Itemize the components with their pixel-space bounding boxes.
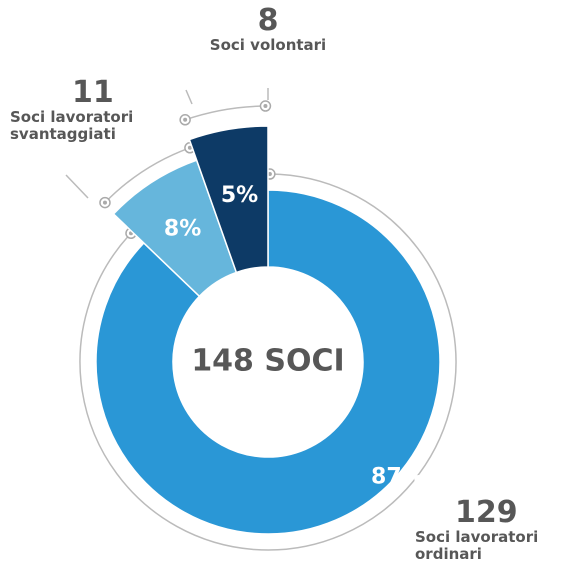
donut-slice [188,125,269,274]
outline-arc [104,147,191,204]
category-label: Soci lavoratori ordinari [415,528,539,563]
percent-label: 8% [164,217,201,242]
arc-marker-dot [187,145,192,150]
percent-label: 87% [371,465,424,490]
arc-marker-dot [183,117,188,122]
label-group: 11 Soci lavoratori svantaggiati [10,76,150,142]
value-label: 11 [72,75,114,110]
category-label: Soci lavoratori svantaggiati [10,108,134,143]
arc-marker-dot [263,104,268,109]
donut-slice [95,189,441,535]
outline-arc [79,173,457,551]
percent-label: 5% [221,183,258,208]
leader-line [65,174,89,199]
arc-marker-dot [267,172,272,177]
category-label: Soci volontari [209,36,327,54]
value-label: 129 [455,495,518,530]
outline-arc [184,105,266,121]
label-group: 8 Soci volontari [168,4,368,54]
arc-marker-dot [102,200,107,205]
leader-line [185,89,193,105]
value-label: 8 [257,3,279,38]
label-group: 129 Soci lavoratori ordinari [415,496,555,562]
center-label: 148 SOCI [191,344,344,379]
